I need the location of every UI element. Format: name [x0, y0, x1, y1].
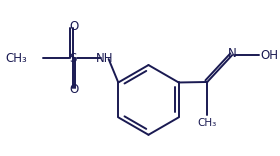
Text: CH₃: CH₃ — [5, 52, 27, 65]
Text: NH: NH — [96, 52, 113, 65]
Text: O: O — [69, 20, 78, 33]
Text: CH₃: CH₃ — [198, 118, 217, 128]
Text: OH: OH — [260, 49, 278, 62]
Text: N: N — [228, 47, 237, 60]
Text: O: O — [69, 83, 78, 96]
Text: S: S — [69, 52, 76, 65]
